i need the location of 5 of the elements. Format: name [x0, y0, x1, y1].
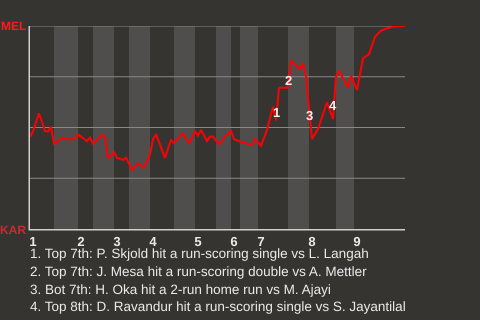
text: 4. Top 8th: D. Ravandur hit a run-scoring single vs S. Jayantilal: [30, 299, 406, 314]
text: 3. Bot 7th: H. Oka hit a 2-run home run vs M. Ajayi: [30, 282, 331, 297]
text: MEL: [1, 19, 26, 33]
text: KAR: [0, 223, 26, 237]
text: 2. Top 7th: J. Mesa hit a run-scoring double vs A. Mettler: [30, 264, 368, 279]
